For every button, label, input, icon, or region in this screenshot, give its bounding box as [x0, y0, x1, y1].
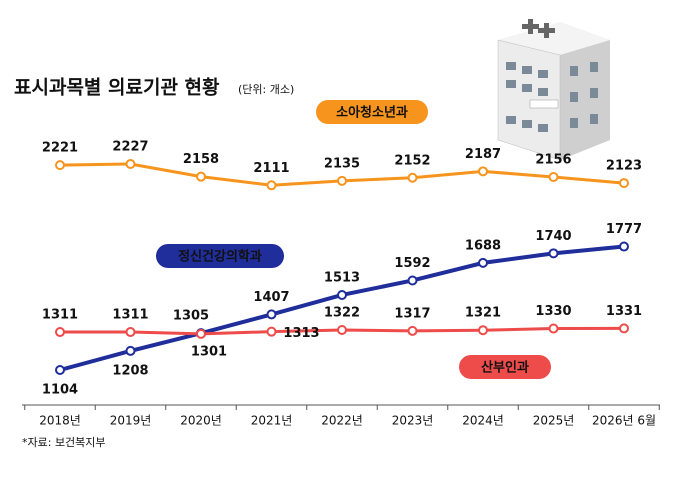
data-label: 1311 — [112, 308, 148, 323]
data-point — [125, 345, 136, 356]
legend-label: 소아청소년과 — [336, 105, 408, 121]
data-label: 1321 — [465, 306, 501, 321]
data-point — [266, 309, 277, 320]
data-label: 1513 — [324, 270, 360, 285]
data-point — [478, 325, 488, 336]
data-point — [55, 327, 65, 338]
data-label: 1317 — [394, 306, 430, 321]
data-point — [337, 175, 347, 186]
data-label: 2156 — [535, 153, 571, 168]
data-point — [407, 325, 418, 336]
data-point — [619, 323, 629, 334]
data-point — [337, 289, 347, 300]
data-label: 1305 — [173, 309, 209, 324]
data-point — [55, 365, 65, 375]
data-point — [548, 323, 559, 334]
data-label: 1322 — [324, 306, 360, 321]
legend-pill — [459, 355, 551, 379]
data-label: 2221 — [42, 141, 78, 156]
data-point — [266, 180, 277, 191]
data-point — [478, 257, 488, 268]
unit-label: (단위: 개소) — [238, 83, 294, 96]
data-point — [407, 172, 418, 183]
data-point — [619, 241, 629, 252]
data-label: 1740 — [535, 229, 571, 244]
source: *자료: 보건복지부 — [22, 436, 106, 449]
x-tick-label: 2025년 — [533, 414, 575, 428]
data-point — [55, 160, 65, 171]
data-label: 2187 — [465, 147, 501, 162]
data-point — [125, 159, 136, 169]
legend-pill — [316, 100, 428, 124]
data-label: 2135 — [324, 156, 360, 171]
x-tick-label: 2019년 — [110, 414, 152, 428]
x-tick-label: 2023년 — [392, 414, 434, 428]
data-label: 1407 — [253, 290, 289, 305]
data-label: 1331 — [606, 304, 642, 319]
data-label: 1301 — [191, 344, 227, 359]
data-label: 1330 — [535, 304, 571, 319]
data-point — [548, 248, 559, 259]
data-label: 1311 — [42, 308, 78, 323]
x-tick-label: 2022년 — [321, 414, 363, 428]
data-point — [337, 325, 347, 336]
data-point — [619, 178, 629, 189]
data-point — [478, 166, 488, 177]
data-label: 1688 — [465, 238, 501, 253]
legend-label: 정신건강의학과 — [178, 249, 262, 265]
x-tick-label: 2020년 — [180, 414, 222, 428]
data-point — [125, 327, 136, 338]
x-tick-label: 2026년 6월 — [592, 414, 656, 428]
data-label: 1208 — [112, 363, 148, 378]
data-label: 2152 — [394, 153, 430, 168]
x-tick-label: 2018년 — [39, 414, 81, 428]
data-label: 2111 — [253, 161, 289, 176]
data-point — [266, 326, 277, 337]
data-label: 1104 — [42, 383, 78, 398]
data-point — [196, 328, 206, 339]
data-label: 2227 — [112, 140, 148, 155]
x-tick-label: 2024년 — [462, 414, 504, 428]
data-label: 2158 — [183, 152, 219, 167]
x-tick-label: 2021년 — [251, 414, 293, 428]
legend-label: 산부인과 — [481, 360, 529, 376]
hospital-illustration — [497, 19, 610, 161]
chart-title: 표시과목별 의료기관 현황 — [14, 76, 220, 99]
data-label: 2123 — [606, 159, 642, 174]
data-label: 1777 — [606, 222, 642, 237]
data-point — [548, 172, 559, 183]
legend-pill — [156, 244, 284, 268]
data-point — [196, 171, 206, 182]
data-label: 1592 — [394, 256, 430, 271]
data-label: 1313 — [283, 326, 319, 341]
data-point — [407, 275, 418, 286]
